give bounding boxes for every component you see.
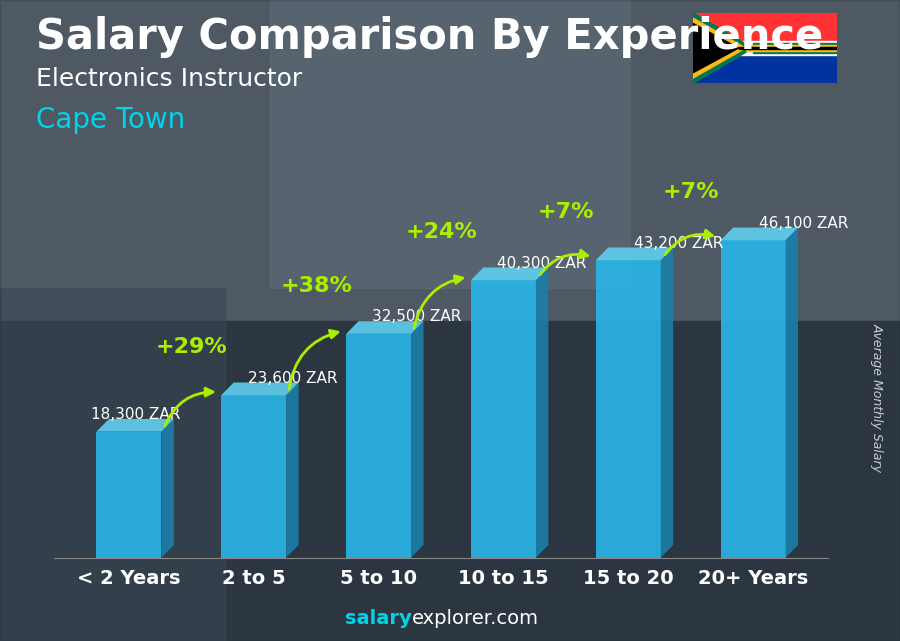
Text: Electronics Instructor: Electronics Instructor: [36, 67, 302, 91]
Bar: [270, 0, 630, 288]
Polygon shape: [346, 321, 424, 334]
Polygon shape: [471, 267, 548, 280]
Text: Salary Comparison By Experience: Salary Comparison By Experience: [36, 16, 824, 58]
Text: 18,300 ZAR: 18,300 ZAR: [92, 407, 181, 422]
FancyArrowPatch shape: [665, 230, 713, 254]
Text: +29%: +29%: [156, 337, 227, 357]
Polygon shape: [693, 18, 746, 78]
Polygon shape: [221, 383, 299, 395]
Text: 40,300 ZAR: 40,300 ZAR: [497, 256, 587, 271]
Polygon shape: [596, 260, 661, 558]
Text: explorer.com: explorer.com: [412, 609, 539, 628]
Text: 32,500 ZAR: 32,500 ZAR: [373, 310, 462, 324]
Bar: [739, 47, 837, 49]
Polygon shape: [161, 419, 174, 558]
Polygon shape: [411, 321, 424, 558]
Polygon shape: [721, 240, 786, 558]
FancyArrowPatch shape: [165, 388, 213, 426]
FancyArrowPatch shape: [540, 250, 588, 275]
Bar: [0, 0, 900, 320]
Bar: [693, 41, 837, 55]
Text: Cape Town: Cape Town: [36, 106, 185, 134]
Text: +38%: +38%: [280, 276, 352, 296]
Polygon shape: [693, 24, 739, 73]
Polygon shape: [786, 228, 798, 558]
Polygon shape: [536, 267, 548, 558]
Text: salary: salary: [346, 609, 412, 628]
Bar: [746, 45, 837, 51]
Text: 46,100 ZAR: 46,100 ZAR: [760, 216, 849, 231]
Polygon shape: [693, 13, 753, 83]
Bar: [0, 320, 900, 641]
Polygon shape: [661, 247, 673, 558]
Polygon shape: [346, 334, 411, 558]
Text: Average Monthly Salary: Average Monthly Salary: [871, 323, 884, 472]
Polygon shape: [721, 228, 798, 240]
FancyArrowPatch shape: [414, 276, 463, 328]
Text: 43,200 ZAR: 43,200 ZAR: [634, 236, 724, 251]
Text: +7%: +7%: [662, 182, 719, 202]
Bar: [693, 48, 837, 83]
Polygon shape: [596, 247, 673, 260]
Bar: [693, 13, 837, 48]
Polygon shape: [96, 419, 174, 431]
Polygon shape: [96, 431, 161, 558]
Polygon shape: [221, 395, 286, 558]
Text: +7%: +7%: [537, 202, 594, 222]
Polygon shape: [286, 383, 299, 558]
Text: 23,600 ZAR: 23,600 ZAR: [248, 370, 337, 386]
Bar: [753, 43, 837, 53]
Polygon shape: [471, 280, 536, 558]
Bar: [0, 288, 225, 641]
FancyArrowPatch shape: [289, 330, 338, 389]
Text: +24%: +24%: [405, 222, 477, 242]
